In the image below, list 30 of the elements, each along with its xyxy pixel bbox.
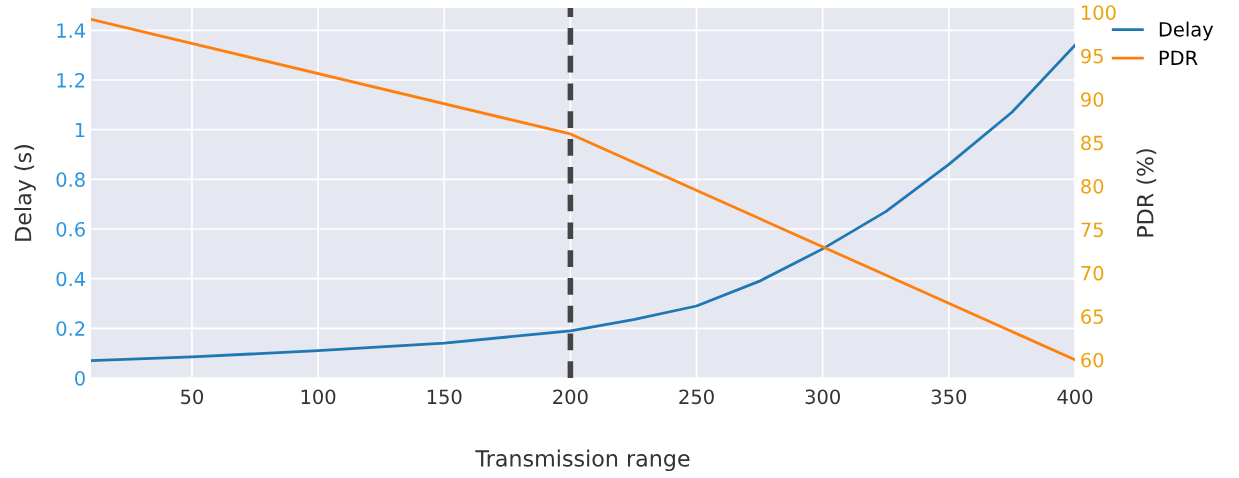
x-tick-label: 350 (931, 389, 967, 405)
y-tick-label: 0.8 (56, 172, 85, 188)
legend-label: Delay (1159, 21, 1214, 41)
x-tick-label: 250 (679, 389, 714, 405)
y2-tick-label: 70 (1081, 265, 1104, 281)
x-tick-label: 300 (805, 389, 840, 405)
y-tick-label: 1.4 (57, 23, 86, 38)
y2-tick-label: 80 (1081, 179, 1104, 194)
y-tick-label: 0.2 (56, 321, 85, 336)
y-axis-title: Delay (s) (14, 145, 36, 241)
x-tick-label: 200 (553, 389, 588, 405)
x-tick-label: 400 (1057, 389, 1093, 405)
x-tick-label: 150 (427, 389, 462, 405)
y2-tick-label: 95 (1081, 48, 1103, 64)
x-tick-label: 100 (301, 389, 336, 405)
x-axis-title: Transmission range (475, 449, 690, 472)
y-tick-label: 1 (75, 122, 85, 138)
y-tick-label: 0 (75, 370, 85, 386)
y-tick-label: 1.2 (57, 72, 85, 88)
y2-tick-label: 60 (1081, 352, 1104, 368)
y-tick-label: 0.6 (56, 221, 85, 237)
y2-tick-label: 90 (1081, 92, 1104, 107)
y2-tick-label: 65 (1081, 309, 1103, 324)
y2-tick-label: 100 (1082, 5, 1116, 21)
y-tick-label: 0.4 (56, 271, 86, 287)
x-tick-label: 50 (181, 389, 203, 405)
legend-label: PDR (1159, 50, 1198, 65)
y2-axis-title: PDR (%) (1136, 149, 1157, 237)
y2-tick-label: 75 (1081, 222, 1103, 238)
y2-tick-label: 85 (1081, 135, 1103, 151)
